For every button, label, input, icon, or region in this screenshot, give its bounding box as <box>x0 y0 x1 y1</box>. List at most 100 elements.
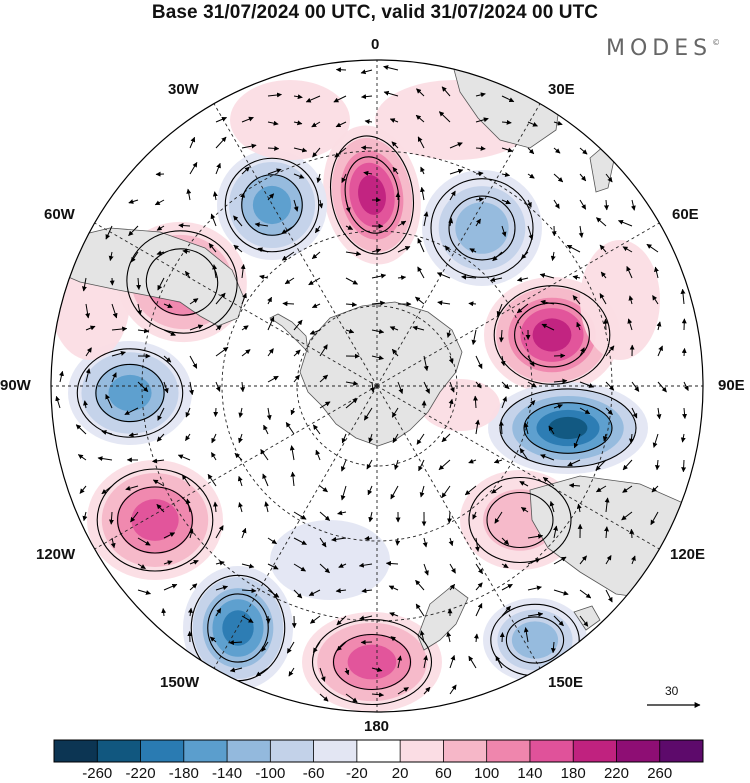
wind-arrow <box>241 527 247 539</box>
wind-arrow <box>415 579 425 591</box>
lon-label-150e: 150E <box>548 674 584 691</box>
wind-arrow <box>319 563 330 574</box>
wind-arrow <box>371 692 385 698</box>
wind-arrow <box>523 627 529 643</box>
wind-arrow <box>519 481 529 487</box>
wind-arrow <box>501 583 513 591</box>
wind-arrow <box>622 485 633 493</box>
wind-arrow <box>416 433 425 445</box>
wind-arrow <box>241 166 250 175</box>
wind-arrow <box>449 583 456 591</box>
wind-arrow <box>578 225 584 238</box>
wind-arrow <box>553 378 568 384</box>
wind-arrow <box>604 497 610 513</box>
wind-arrow <box>475 117 489 123</box>
wind-arrow <box>315 449 321 461</box>
wind-arrow <box>392 166 399 175</box>
wind-arrow <box>397 381 404 395</box>
wind-arrow <box>111 372 117 383</box>
wind-arrow <box>629 433 634 444</box>
wind-arrow <box>423 655 429 669</box>
wind-arrow <box>579 199 587 210</box>
wind-arrow <box>238 502 243 513</box>
wind-arrow <box>682 407 688 420</box>
wind-arrow <box>680 288 686 305</box>
wind-arrow <box>539 273 555 279</box>
wind-arrow <box>157 277 165 291</box>
wind-arrow <box>293 199 299 212</box>
wind-arrow <box>657 345 663 357</box>
wind-arrow <box>566 244 581 253</box>
wind-arrow <box>137 537 151 546</box>
wind-arrow <box>447 511 452 524</box>
colorbar-tick-label: -220 <box>125 765 156 782</box>
wind-arrow <box>390 485 399 500</box>
wind-arrow <box>128 199 139 204</box>
wind-arrow <box>553 589 569 596</box>
colorbar-tick-label: 220 <box>603 765 629 782</box>
wind-arrow <box>412 325 425 331</box>
colorbar-tick-label: -260 <box>82 765 113 782</box>
wind-arrow <box>137 589 151 595</box>
wind-arrow <box>654 459 660 471</box>
wind-arrow <box>527 585 542 591</box>
wind-arrow <box>520 507 529 513</box>
wind-arrow <box>281 225 295 234</box>
wind-arrow <box>622 246 633 253</box>
wind-arrow <box>215 136 227 149</box>
wind-arrow <box>305 95 321 103</box>
wind-arrow <box>383 90 399 97</box>
wind-arrow <box>573 433 581 449</box>
wind-arrow <box>423 381 430 394</box>
wind-arrow <box>363 407 373 421</box>
wind-arrow <box>527 121 538 127</box>
wind-arrow <box>397 655 403 669</box>
wind-arrow <box>189 298 199 305</box>
wind-arrow <box>188 528 194 539</box>
wind-arrow <box>238 433 243 444</box>
wind-arrow <box>344 667 350 676</box>
wind-arrow <box>241 615 254 623</box>
colorbar-tick-label: -180 <box>168 765 199 782</box>
wind-arrow <box>156 504 165 513</box>
wind-arrow <box>521 251 529 260</box>
wind-arrow <box>576 321 581 331</box>
wind-arrow <box>397 220 407 227</box>
wind-arrow <box>335 121 347 128</box>
wind-arrow <box>229 667 243 673</box>
wind-arrow <box>397 246 411 253</box>
wind-arrow <box>449 563 456 574</box>
wind-arrow <box>267 168 282 175</box>
streamline <box>207 593 269 663</box>
wind-arrow <box>553 404 563 409</box>
wind-arrow <box>448 218 454 227</box>
wind-arrow <box>108 511 114 525</box>
wind-arrow <box>285 422 295 435</box>
wind-arrow <box>464 485 477 496</box>
wind-arrow <box>340 459 347 472</box>
wind-arrow <box>475 603 483 617</box>
wind-arrow <box>576 503 582 513</box>
wind-arrow <box>628 295 634 305</box>
anomaly-contour <box>131 499 179 541</box>
wind-arrow <box>259 274 269 280</box>
wind-arrow <box>308 589 321 596</box>
wind-arrow <box>550 251 556 262</box>
wind-arrow <box>267 193 275 201</box>
wind-arrow <box>652 433 659 448</box>
colorbar-tick-label: 20 <box>391 765 409 782</box>
colorbar-tick-label: -60 <box>302 765 325 782</box>
wind-arrow <box>448 398 454 409</box>
wind-arrow <box>599 244 607 253</box>
wind-arrow <box>309 329 321 335</box>
wind-arrow <box>527 199 532 208</box>
wind-arrow <box>137 381 149 392</box>
wind-arrow <box>650 511 659 526</box>
streamline <box>96 468 214 572</box>
wind-arrow <box>154 199 165 206</box>
wind-arrow <box>602 433 608 442</box>
colorbar-tick-label: -20 <box>346 765 368 782</box>
wind-arrow <box>111 351 126 357</box>
wind-arrow <box>364 119 373 125</box>
wind-arrow <box>656 407 662 420</box>
